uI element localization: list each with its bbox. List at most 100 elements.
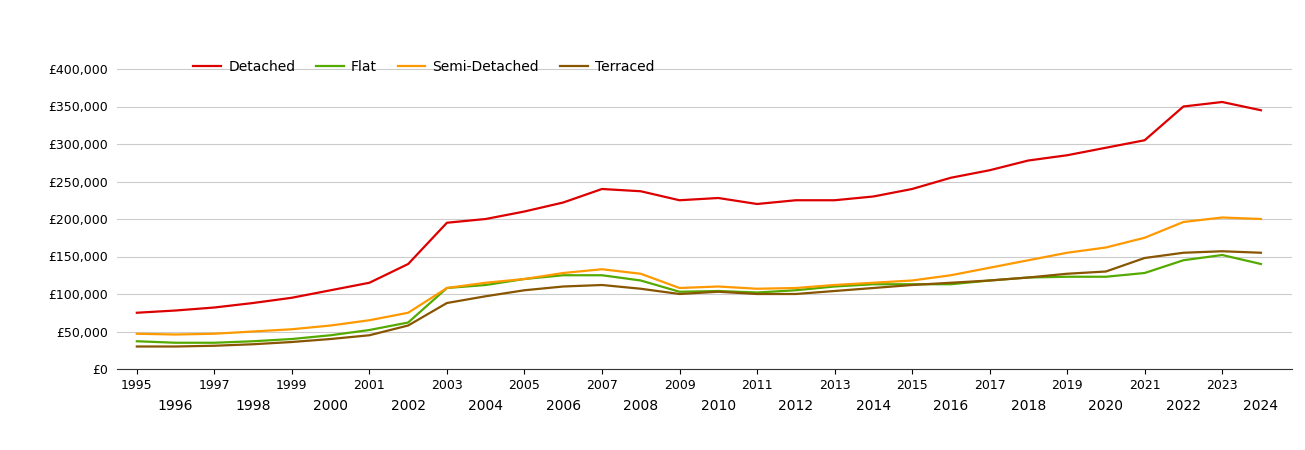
Terraced bbox=[981, 278, 997, 283]
Terraced bbox=[401, 323, 416, 328]
Semi-Detached bbox=[904, 278, 920, 283]
Terraced bbox=[206, 343, 222, 348]
Flat bbox=[1021, 275, 1036, 280]
Flat bbox=[322, 333, 338, 338]
Terraced bbox=[710, 289, 726, 294]
Detached bbox=[245, 300, 261, 306]
Detached bbox=[594, 186, 609, 192]
Line: Terraced: Terraced bbox=[137, 251, 1261, 346]
Terraced bbox=[1021, 275, 1036, 280]
Flat bbox=[1215, 252, 1231, 258]
Semi-Detached bbox=[206, 331, 222, 337]
Terraced bbox=[129, 344, 145, 349]
Terraced bbox=[556, 284, 572, 289]
Semi-Detached bbox=[672, 285, 688, 291]
Detached bbox=[322, 288, 338, 293]
Semi-Detached bbox=[827, 282, 843, 288]
Terraced bbox=[478, 293, 493, 299]
Flat bbox=[438, 285, 454, 291]
Terraced bbox=[168, 344, 184, 349]
Flat bbox=[361, 327, 377, 333]
Flat bbox=[865, 282, 881, 287]
Flat bbox=[129, 338, 145, 344]
Detached bbox=[478, 216, 493, 222]
Flat bbox=[284, 336, 300, 342]
Detached bbox=[1137, 138, 1152, 143]
Detached bbox=[710, 195, 726, 201]
Detached bbox=[1021, 158, 1036, 163]
Detached bbox=[672, 198, 688, 203]
Flat bbox=[1060, 274, 1075, 279]
Terraced bbox=[1060, 271, 1075, 276]
Flat bbox=[1253, 261, 1268, 267]
Semi-Detached bbox=[478, 280, 493, 285]
Detached bbox=[944, 175, 959, 180]
Detached bbox=[168, 308, 184, 313]
Detached bbox=[284, 295, 300, 301]
Flat bbox=[1137, 270, 1152, 276]
Flat bbox=[710, 288, 726, 294]
Detached bbox=[827, 198, 843, 203]
Flat bbox=[672, 289, 688, 294]
Semi-Detached bbox=[1021, 257, 1036, 263]
Semi-Detached bbox=[322, 323, 338, 328]
Detached bbox=[1215, 99, 1231, 105]
Flat bbox=[556, 273, 572, 278]
Detached bbox=[633, 189, 649, 194]
Semi-Detached bbox=[633, 271, 649, 276]
Terraced bbox=[1215, 248, 1231, 254]
Flat bbox=[478, 282, 493, 288]
Terraced bbox=[284, 339, 300, 345]
Line: Detached: Detached bbox=[137, 102, 1261, 313]
Semi-Detached bbox=[245, 329, 261, 334]
Detached bbox=[788, 198, 804, 203]
Semi-Detached bbox=[361, 318, 377, 323]
Semi-Detached bbox=[710, 284, 726, 289]
Semi-Detached bbox=[1060, 250, 1075, 256]
Detached bbox=[401, 261, 416, 267]
Semi-Detached bbox=[1215, 215, 1231, 220]
Flat bbox=[1098, 274, 1113, 279]
Terraced bbox=[1098, 269, 1113, 274]
Semi-Detached bbox=[556, 270, 572, 276]
Terraced bbox=[865, 285, 881, 291]
Detached bbox=[1060, 153, 1075, 158]
Flat bbox=[633, 278, 649, 283]
Semi-Detached bbox=[1137, 235, 1152, 240]
Flat bbox=[1176, 257, 1191, 263]
Flat bbox=[245, 338, 261, 344]
Semi-Detached bbox=[284, 327, 300, 332]
Semi-Detached bbox=[865, 280, 881, 285]
Terraced bbox=[594, 282, 609, 288]
Flat bbox=[594, 273, 609, 278]
Terraced bbox=[944, 280, 959, 285]
Flat bbox=[517, 276, 532, 282]
Semi-Detached bbox=[438, 285, 454, 291]
Semi-Detached bbox=[1098, 245, 1113, 250]
Flat bbox=[904, 282, 920, 287]
Flat bbox=[749, 290, 765, 295]
Legend: Detached, Flat, Semi-Detached, Terraced: Detached, Flat, Semi-Detached, Terraced bbox=[188, 54, 659, 79]
Flat bbox=[788, 288, 804, 293]
Terraced bbox=[633, 286, 649, 292]
Terraced bbox=[517, 288, 532, 293]
Line: Semi-Detached: Semi-Detached bbox=[137, 217, 1261, 334]
Terraced bbox=[245, 342, 261, 347]
Flat bbox=[401, 320, 416, 325]
Semi-Detached bbox=[981, 265, 997, 270]
Terraced bbox=[827, 288, 843, 294]
Detached bbox=[556, 200, 572, 205]
Semi-Detached bbox=[788, 285, 804, 291]
Detached bbox=[904, 186, 920, 192]
Terraced bbox=[672, 291, 688, 297]
Flat bbox=[981, 278, 997, 283]
Semi-Detached bbox=[749, 286, 765, 292]
Flat bbox=[168, 340, 184, 346]
Semi-Detached bbox=[1176, 219, 1191, 225]
Detached bbox=[865, 194, 881, 199]
Terraced bbox=[361, 333, 377, 338]
Terraced bbox=[1176, 250, 1191, 256]
Terraced bbox=[788, 291, 804, 297]
Terraced bbox=[904, 282, 920, 288]
Semi-Detached bbox=[517, 276, 532, 282]
